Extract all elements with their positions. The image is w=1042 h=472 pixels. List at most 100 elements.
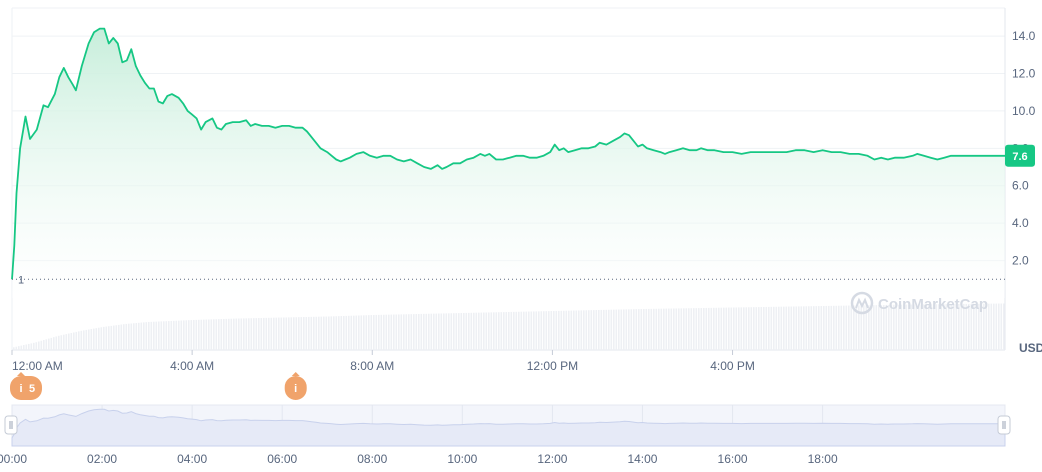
volume-bar — [805, 306, 808, 350]
volume-bar — [265, 317, 268, 350]
volume-bar — [223, 318, 225, 350]
volume-bar — [123, 324, 125, 350]
volume-bar — [933, 304, 935, 350]
volume-bar — [588, 310, 590, 350]
volume-bar — [15, 346, 18, 350]
volume-bar — [708, 307, 710, 350]
volume-bar — [688, 308, 690, 350]
volume-bar — [133, 323, 135, 350]
volume-bar — [735, 307, 738, 350]
volume-bar — [955, 304, 958, 350]
x-tick-label: 4:00 PM — [710, 359, 755, 373]
volume-bar — [235, 318, 238, 350]
event-badge[interactable] — [284, 376, 307, 400]
volume-bar — [205, 319, 208, 350]
volume-bar — [668, 308, 670, 350]
volume-bar — [785, 306, 788, 350]
volume-bar — [243, 318, 245, 350]
volume-bar — [828, 305, 830, 350]
volume-bar — [368, 315, 370, 350]
volume-bar — [683, 308, 685, 350]
volume-bar — [188, 320, 190, 350]
volume-bar — [760, 307, 763, 350]
y-tick-label: 6.0 — [1012, 179, 1029, 193]
volume-bar — [248, 318, 250, 350]
volume-bar — [908, 304, 910, 350]
volume-bar — [313, 316, 315, 350]
volume-bar — [403, 314, 405, 350]
volume-bar — [343, 315, 345, 350]
volume-bar — [125, 323, 128, 350]
volume-bar — [585, 310, 588, 350]
volume-bar — [355, 315, 358, 350]
volume-bar — [808, 306, 810, 350]
volume-bar — [350, 315, 353, 350]
volume-bar — [710, 307, 713, 350]
volume-bar — [275, 317, 278, 350]
volume-bar — [233, 318, 235, 350]
volume-bar — [538, 311, 540, 350]
watermark: CoinMarketCap — [850, 291, 988, 315]
volume-bar — [38, 341, 40, 350]
volume-bar — [528, 311, 530, 350]
volume-bar — [893, 304, 895, 350]
volume-bar — [483, 312, 485, 350]
volume-bar — [615, 309, 618, 350]
volume-bar — [485, 312, 488, 350]
range-navigator[interactable]: 00:00 02:00 04:00 06:00 08:00 10:00 12:00 14:00… — [0, 404, 1011, 466]
volume-bar — [110, 325, 113, 350]
volume-bar — [545, 311, 548, 350]
navigator-left-handle[interactable] — [4, 415, 18, 435]
volume-bar — [888, 304, 890, 350]
volume-bar — [428, 313, 430, 350]
volume-bar — [743, 307, 745, 350]
event-badge[interactable] — [10, 376, 43, 400]
volume-bar — [800, 306, 803, 350]
volume-bar — [258, 318, 260, 350]
volume-bar — [830, 305, 833, 350]
volume-bar — [695, 308, 698, 350]
navigator-tick-label: 04:00 — [177, 452, 207, 466]
volume-bar — [740, 307, 743, 350]
volume-bar — [720, 307, 723, 350]
volume-bar — [945, 304, 948, 350]
volume-bar — [280, 317, 283, 350]
event-marker[interactable]: i — [284, 372, 307, 400]
volume-bar — [203, 319, 205, 350]
volume-bar — [163, 321, 165, 350]
volume-bar — [498, 312, 500, 350]
volume-bar — [523, 311, 525, 350]
x-axis: 12:00 AM 4:00 AM 8:00 AM 12:00 PM 4:00 PM — [11, 350, 755, 373]
volume-bar — [323, 316, 325, 350]
volume-bar — [665, 308, 668, 350]
volume-bar — [170, 320, 173, 350]
volume-bar — [505, 312, 508, 350]
volume-bar — [360, 315, 363, 350]
navigator-right-handle[interactable] — [997, 415, 1011, 435]
volume-bar — [550, 311, 553, 350]
volume-bar — [198, 319, 200, 350]
volume-bar — [340, 316, 343, 350]
volume-bar — [833, 305, 835, 350]
volume-bar — [610, 309, 613, 350]
volume-bar — [705, 307, 708, 350]
navigator-tick-label: 08:00 — [357, 452, 387, 466]
volume-bar — [130, 323, 133, 350]
volume-bar — [70, 333, 73, 350]
volume-bar — [320, 316, 323, 350]
volume-bar — [63, 334, 65, 350]
volume-bar — [185, 320, 188, 350]
volume-bar — [653, 308, 655, 350]
volume-bar — [60, 335, 63, 350]
volume-bar — [938, 304, 940, 350]
volume-bar — [750, 307, 753, 350]
volume-bar — [860, 305, 863, 350]
volume-bar — [308, 316, 310, 350]
volume-bar — [693, 308, 695, 350]
volume-bar — [818, 306, 820, 350]
volume-bar — [73, 332, 75, 350]
volume-bar — [225, 318, 228, 350]
volume-bar — [788, 306, 790, 350]
volume-bar — [408, 314, 410, 350]
